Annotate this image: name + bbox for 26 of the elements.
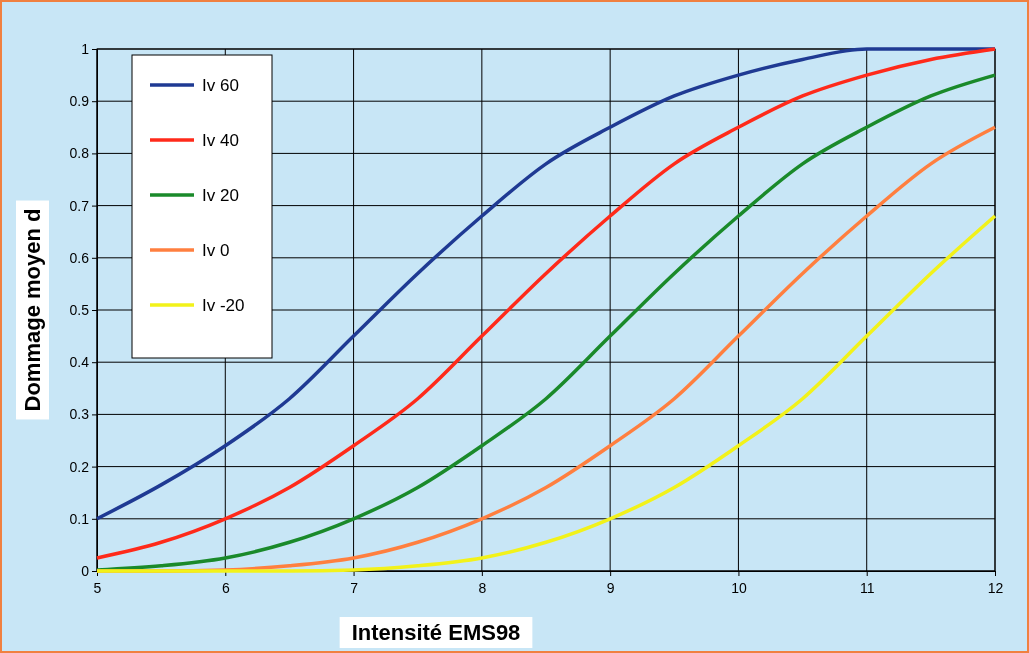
x-axis-title: Intensité EMS98	[351, 620, 521, 645]
y-tick-label: 1	[81, 40, 90, 57]
y-tick-label: 0.9	[69, 93, 90, 110]
legend-label: Iv 60	[202, 76, 239, 95]
x-tick-label: 9	[606, 580, 615, 596]
legend-label: Iv 0	[202, 241, 230, 260]
y-tick-label: 0.1	[69, 510, 90, 527]
y-tick-label: 0.5	[69, 301, 90, 318]
legend-label: Iv 40	[202, 131, 239, 150]
y-tick-label: 0.2	[69, 458, 90, 475]
y-tick-label: 0.4	[69, 354, 90, 371]
y-tick-label: 0.7	[69, 197, 90, 214]
x-tick-label: 5	[93, 580, 102, 596]
y-tick-label: 0.3	[69, 406, 90, 423]
y-tick-label: 0.8	[69, 145, 90, 162]
x-tick-label: 6	[221, 580, 230, 596]
x-tick-label: 10	[731, 580, 747, 596]
x-tick-label: 8	[478, 580, 487, 596]
y-tick-label: 0	[81, 562, 90, 579]
y-tick-label: 0.6	[69, 249, 90, 266]
x-tick-label: 12	[987, 580, 1004, 596]
y-axis-title: Dommage moyen d	[20, 208, 45, 412]
x-tick-label: 11	[859, 580, 875, 596]
x-tick-label: 7	[350, 580, 359, 596]
legend-label: Iv -20	[202, 296, 245, 315]
legend-label: Iv 20	[202, 186, 239, 205]
